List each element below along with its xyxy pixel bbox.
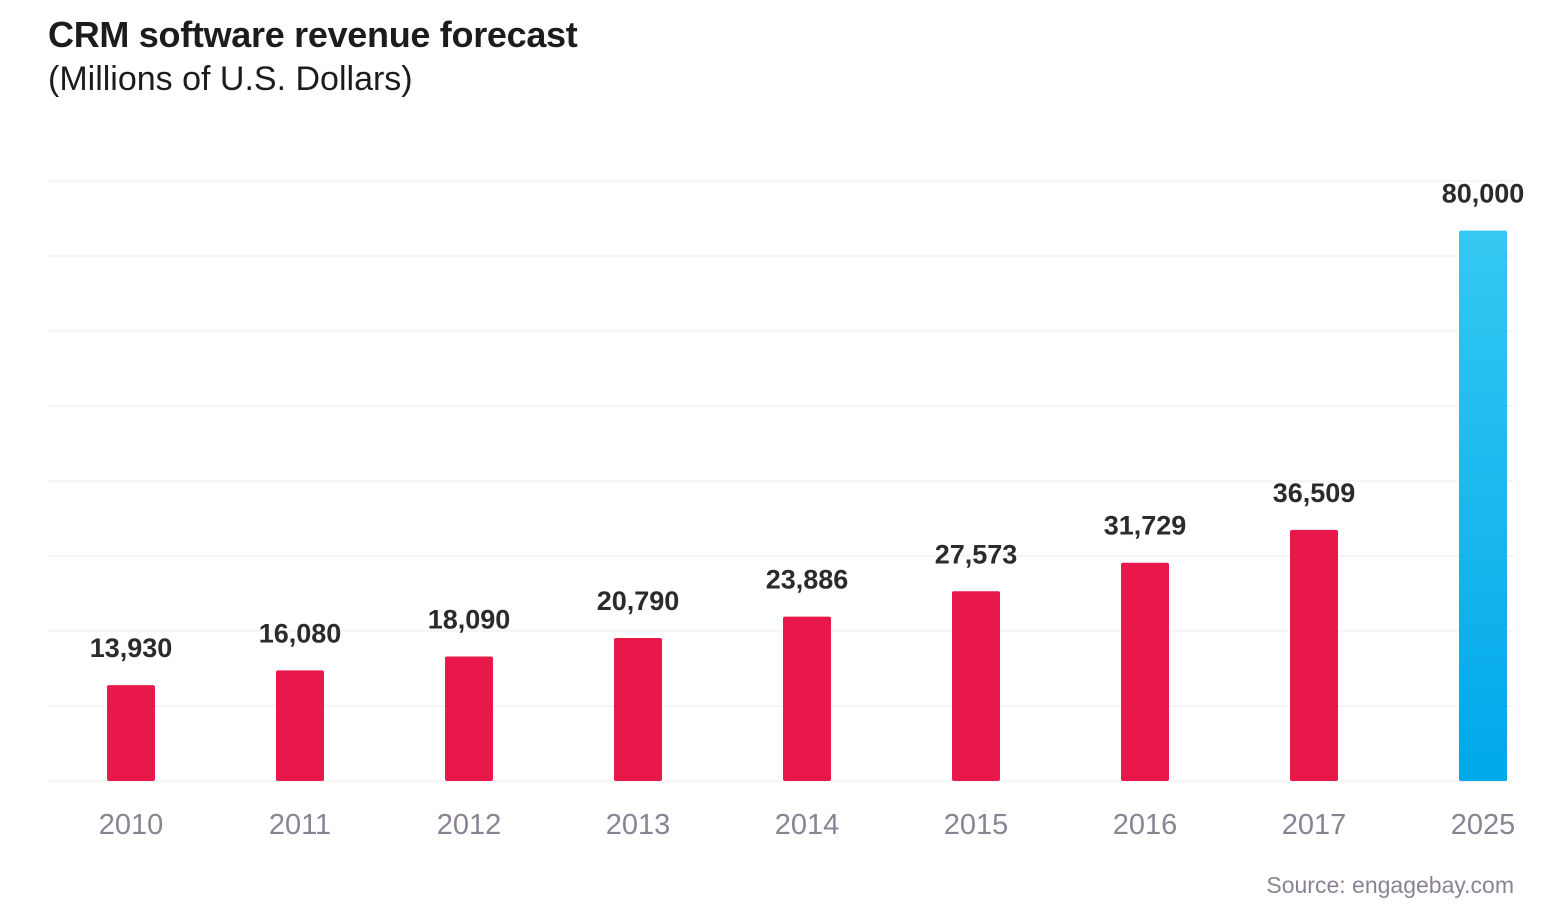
chart-title: CRM software revenue forecast — [48, 14, 578, 55]
data-label: 31,729 — [1104, 511, 1187, 541]
data-label: 16,080 — [259, 618, 342, 648]
data-label: 23,886 — [766, 565, 849, 595]
data-label: 18,090 — [428, 605, 511, 635]
bar — [276, 670, 324, 781]
x-tick-label: 2010 — [99, 809, 164, 841]
x-tick-label: 2017 — [1282, 809, 1347, 841]
data-label: 13,930 — [90, 633, 173, 663]
x-tick-label: 2025 — [1451, 809, 1516, 841]
x-axis-ticks: 2010 2011 2012 2013 2014 2015 2016 2017 2025 — [99, 809, 1516, 841]
x-tick-label: 2014 — [775, 809, 840, 841]
bar — [445, 656, 493, 781]
bar — [1290, 529, 1338, 781]
chart-subtitle: (Millions of U.S. Dollars) — [48, 60, 413, 98]
x-tick-label: 2015 — [944, 809, 1009, 841]
data-label: 36,509 — [1273, 478, 1356, 508]
data-label: 80,000 — [1442, 179, 1525, 209]
bar — [1459, 230, 1507, 782]
bar — [1121, 562, 1169, 781]
bar — [107, 685, 155, 781]
x-tick-label: 2013 — [606, 809, 671, 841]
data-label: 20,790 — [597, 586, 680, 616]
bar — [783, 616, 831, 781]
x-tick-label: 2011 — [269, 809, 331, 841]
bars — [107, 230, 1507, 782]
bar — [614, 637, 662, 781]
source-note: Source: engagebay.com — [1266, 872, 1514, 898]
data-labels: 13,930 16,080 18,090 20,790 23,886 27,573 31,7… — [90, 179, 1525, 664]
bar — [952, 591, 1000, 781]
x-tick-label: 2012 — [437, 809, 502, 841]
grid-lines — [48, 180, 1514, 782]
data-label: 27,573 — [935, 539, 1018, 569]
x-tick-label: 2016 — [1113, 809, 1178, 841]
